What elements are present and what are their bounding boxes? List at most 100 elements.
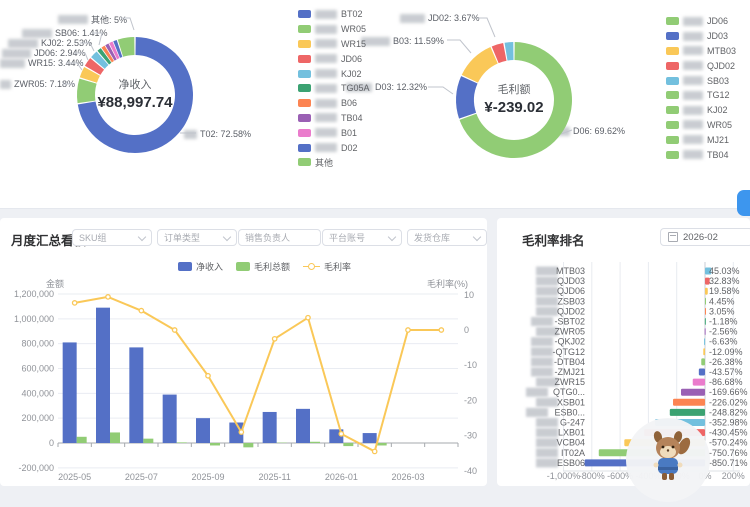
panel-title: 毛利率排名	[522, 230, 585, 249]
legend-color-chip	[666, 106, 679, 114]
filter-placeholder: 发货仓库	[414, 231, 450, 244]
legend-label: 毛利率	[324, 260, 351, 273]
legend-item[interactable]: B06	[298, 96, 370, 111]
redacted-text	[683, 150, 703, 159]
filter-order-type[interactable]: 订单类型	[157, 229, 237, 246]
redacted-text	[315, 84, 337, 93]
pie-callout: T02: 72.58%	[184, 129, 251, 139]
redacted-text	[8, 39, 38, 48]
redacted-text	[315, 113, 337, 122]
legend-color-chip	[298, 70, 311, 78]
legend-item[interactable]: 毛利总额	[236, 260, 290, 273]
legend-label: TG05A	[341, 83, 370, 93]
legend-item[interactable]: WR05	[666, 118, 736, 133]
legend-item[interactable]: 净收入	[178, 260, 223, 273]
net-income-title: 净收入	[75, 76, 195, 92]
legend-item[interactable]: JD03	[666, 29, 736, 44]
legend-color-chip	[298, 55, 311, 63]
redacted-text	[683, 135, 703, 144]
legend-item[interactable]: KJ02	[666, 103, 736, 118]
side-drawer-handle[interactable]	[737, 190, 750, 216]
legend-label: TG12	[707, 90, 730, 100]
filter-placeholder: 平台账号	[329, 231, 365, 244]
legend-item[interactable]: MJ21	[666, 132, 736, 147]
redacted-text	[683, 61, 703, 70]
legend-item[interactable]: TB04	[666, 147, 736, 162]
redacted-text	[683, 91, 703, 100]
redacted-text	[2, 49, 31, 58]
chevron-down-icon	[473, 232, 481, 240]
redacted-text	[683, 76, 703, 85]
calendar-icon	[668, 232, 678, 242]
legend-item[interactable]: 毛利率	[303, 260, 351, 273]
legend-color-chip	[666, 77, 679, 85]
pie-callout: 其他: 5%	[58, 13, 127, 26]
chevron-down-icon	[223, 232, 231, 240]
redacted-text	[315, 143, 337, 152]
margin-ranking-card: 毛利率排名 2026-02	[497, 218, 750, 486]
legend-item[interactable]: 其他	[298, 155, 370, 170]
legend-item[interactable]: B01	[298, 125, 370, 140]
pie-callout-label: D03: 12.32%	[375, 82, 427, 92]
legend-color-chip	[666, 62, 679, 70]
redacted-text	[0, 80, 11, 89]
legend-color-chip	[666, 32, 679, 40]
pie-callout: JD06: 2.94%	[2, 48, 86, 58]
redacted-text	[58, 15, 88, 24]
redacted-text	[315, 69, 337, 78]
legend-item[interactable]: JD06	[298, 51, 370, 66]
legend-label: WR05	[707, 120, 732, 130]
legend-item[interactable]: BT02	[298, 7, 370, 22]
legend-label: D02	[341, 143, 358, 153]
legend-item[interactable]: JD06	[666, 14, 736, 29]
chevron-down-icon	[138, 232, 146, 240]
legend-item[interactable]: KJ02	[298, 66, 370, 81]
legend-color-chip	[178, 262, 192, 271]
pie-callout: SB06: 1.41%	[22, 28, 108, 38]
month-picker[interactable]: 2026-02	[660, 228, 750, 246]
combo-chart-legend: 净收入毛利总额 毛利率	[178, 260, 351, 273]
filter-platform-account[interactable]: 平台账号	[322, 229, 402, 246]
filter-warehouse[interactable]: 发货仓库	[407, 229, 487, 246]
redacted-text	[683, 32, 703, 41]
pie-callout-label: T02: 72.58%	[200, 129, 251, 139]
legend-color-chip	[666, 151, 679, 159]
redacted-text	[315, 128, 337, 137]
legend-item[interactable]: WR15	[298, 37, 370, 52]
legend-item[interactable]: TG05A	[298, 81, 370, 96]
legend-item[interactable]: MTB03	[666, 44, 736, 59]
legend-item[interactable]: TB04	[298, 111, 370, 126]
legend-item[interactable]: TG12	[666, 88, 736, 103]
redacted-text	[0, 59, 25, 68]
legend-item[interactable]: SB03	[666, 73, 736, 88]
legend-item[interactable]: WR05	[298, 22, 370, 37]
legend-label: JD06	[707, 16, 728, 26]
legend-color-chip	[298, 158, 311, 166]
chevron-down-icon	[388, 232, 396, 240]
pie-callout-label: JD02: 3.67%	[428, 13, 480, 23]
legend-label: KJ02	[341, 69, 362, 79]
legend-color-chip	[298, 10, 311, 18]
redacted-text	[546, 127, 570, 136]
pie-callout-label: JD06: 2.94%	[34, 48, 86, 58]
redacted-text	[400, 14, 425, 23]
legend-label: QJD02	[707, 61, 735, 71]
pie-callout-label: KJ02: 2.53%	[41, 38, 92, 48]
pie-callout-label: ZWR05: 7.18%	[14, 79, 75, 89]
filter-placeholder: 销售负责人	[245, 231, 290, 244]
mascot[interactable]	[625, 416, 711, 502]
legend-color-chip	[666, 91, 679, 99]
filter-sku-group[interactable]: SKU组	[72, 229, 152, 246]
legend-item[interactable]: QJD02	[666, 58, 736, 73]
legend-label: JD06	[341, 54, 362, 64]
pie-callout: KJ02: 2.53%	[8, 38, 92, 48]
pie-callout: B03: 11.59%	[361, 36, 444, 46]
legend-item[interactable]: D02	[298, 140, 370, 155]
redacted-text	[22, 29, 52, 38]
gross-profit-value: ¥-239.02	[454, 99, 574, 116]
legend-color-chip	[298, 129, 311, 137]
redacted-text	[184, 130, 197, 139]
legend-line-marker	[303, 262, 320, 271]
sales-owner-input[interactable]: 销售负责人	[238, 229, 321, 246]
